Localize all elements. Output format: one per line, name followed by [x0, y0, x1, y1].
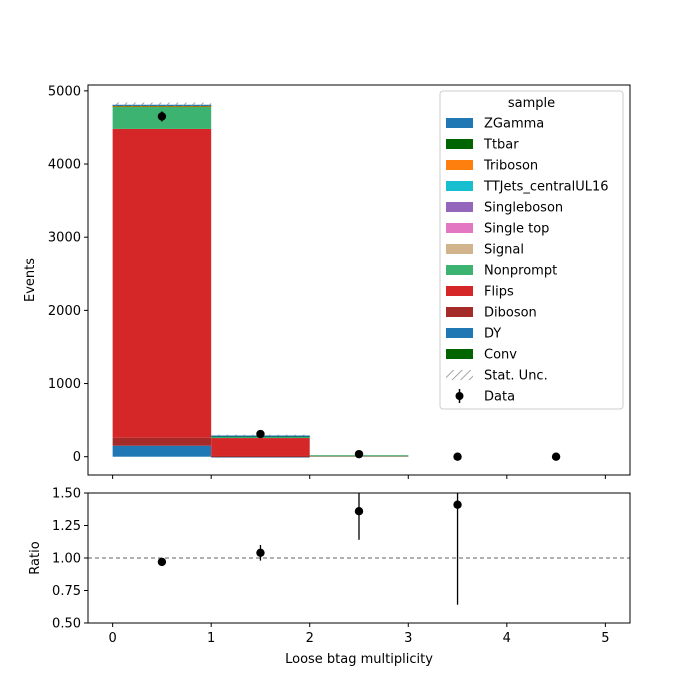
y-tick-label: 1.00 [52, 552, 81, 567]
y-tick-label: 4000 [48, 158, 81, 173]
y-tick-label: 1000 [48, 377, 81, 392]
data-point [551, 452, 561, 461]
legend-data-marker [455, 392, 464, 400]
x-tick-label: 2 [306, 631, 314, 646]
legend-triboson-swatch [446, 160, 473, 170]
y-tick-label: 0.75 [52, 584, 81, 599]
legend-ttbar-swatch [446, 139, 473, 149]
x-tick-label: 1 [207, 631, 215, 646]
legend-single-top-label: Single top [484, 222, 549, 237]
legend-flips-swatch [446, 286, 473, 296]
legend-ttjets-centralul16-label: TTJets_centralUL16 [483, 180, 609, 195]
y-axis-label: Events [23, 258, 38, 302]
ratio-plot: 0 1 2 3 4 5 0.50 0.75 1.00 1.25 1.50 Loose btag mul… [28, 487, 631, 667]
x-tick-label: 4 [503, 631, 511, 646]
legend-nonprompt-swatch [446, 265, 473, 275]
main-plot: 0 1000 2000 3000 4000 5000 Events sample ZGamma T… [23, 84, 631, 479]
ratio-point [256, 548, 265, 557]
legend-stat-unc--label: Stat. Unc. [484, 369, 548, 384]
legend-singleboson-swatch [446, 202, 473, 212]
legend-ttjets-centralul16-swatch [446, 181, 473, 191]
data-point [354, 449, 364, 459]
bar-flips-bin-0 [112, 128, 212, 438]
y-tick-label: 0 [73, 450, 81, 465]
ratio-point [453, 500, 462, 509]
legend-conv-label: Conv [484, 348, 517, 363]
main-axes-frame [87, 84, 631, 476]
legend-singleboson-label: Singleboson [484, 201, 563, 216]
stat-unc-bin-0 [112, 102, 212, 107]
y-tick-label: 0.50 [52, 617, 81, 632]
legend-signal-label: Signal [484, 243, 524, 258]
legend-dy-swatch [446, 328, 473, 338]
y-tick-label: 5000 [48, 84, 81, 99]
legend-stat-unc--swatch [446, 370, 473, 380]
y-tick-label: 2000 [48, 304, 81, 319]
legend-triboson-label: Triboson [483, 159, 538, 174]
legend-data-label: Data [484, 390, 515, 405]
x-axis-label: Loose btag multiplicity [285, 652, 433, 667]
legend-box [439, 90, 624, 410]
y-tick-label: 1.50 [52, 487, 81, 502]
y-tick-label: 3000 [48, 231, 81, 246]
x-tick-label: 5 [601, 631, 609, 646]
legend-conv-swatch [446, 349, 473, 359]
y-tick-label: 1.25 [52, 519, 81, 534]
bar-dy-bin-0 [112, 445, 212, 457]
bar-diboson-bin-0 [112, 437, 212, 446]
x-tick-label: 0 [108, 631, 116, 646]
legend-diboson-swatch [446, 307, 473, 317]
legend-single-top-swatch [446, 223, 473, 233]
x-tick-label: 3 [404, 631, 412, 646]
legend-signal-swatch [446, 244, 473, 254]
bar-triboson-bin-0 [112, 105, 212, 108]
ratio-points [157, 493, 462, 605]
data-point [157, 112, 167, 121]
ratio-point [157, 557, 167, 567]
bar-flips-bin-1 [211, 438, 310, 456]
legend-ttbar-label: Ttbar [483, 138, 519, 153]
legend-zgamma-label: ZGamma [484, 117, 544, 132]
legend-zgamma-swatch [446, 118, 473, 128]
ratio-point [354, 507, 364, 516]
legend-flips-label: Flips [484, 285, 514, 300]
legend-diboson-label: Diboson [484, 306, 537, 321]
legend-title: sample [508, 96, 555, 111]
ratio-y-axis-label: Ratio [28, 541, 43, 574]
bar-diboson-bin-1 [211, 455, 310, 458]
data-point [256, 429, 265, 439]
legend-dy-label: DY [484, 327, 501, 342]
legend-nonprompt-label: Nonprompt [484, 264, 557, 279]
data-point [453, 452, 462, 461]
